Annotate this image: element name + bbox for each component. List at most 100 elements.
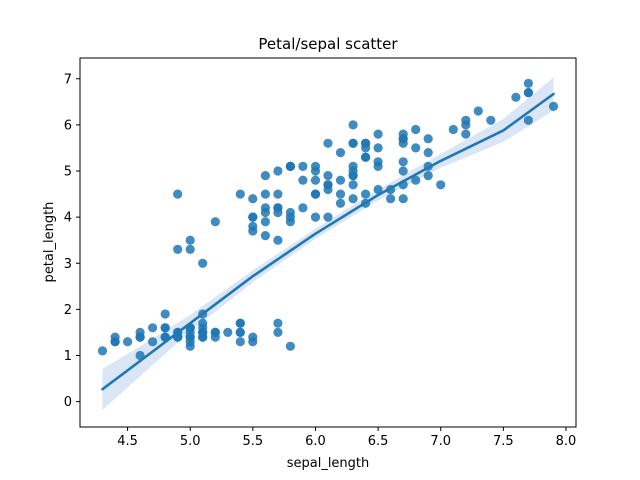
data-point bbox=[361, 189, 371, 199]
x-tick-label: 4.5 bbox=[117, 434, 138, 449]
data-point bbox=[398, 194, 408, 204]
data-point bbox=[411, 175, 421, 185]
data-point bbox=[398, 134, 408, 144]
x-tick-label: 5.0 bbox=[180, 434, 201, 449]
data-point bbox=[260, 171, 270, 181]
data-point bbox=[110, 337, 120, 347]
data-point bbox=[310, 175, 321, 185]
data-point bbox=[348, 120, 358, 130]
data-point bbox=[248, 212, 258, 222]
y-tick-label: 6 bbox=[64, 118, 72, 133]
data-point bbox=[373, 143, 383, 153]
data-point bbox=[323, 171, 333, 181]
data-point bbox=[335, 198, 346, 208]
data-point bbox=[423, 134, 433, 144]
data-point bbox=[223, 327, 233, 337]
data-point bbox=[511, 92, 521, 102]
data-point bbox=[323, 184, 333, 195]
data-point bbox=[298, 203, 308, 213]
y-tick-label: 5 bbox=[64, 165, 72, 180]
data-point bbox=[248, 226, 258, 236]
plot-frame bbox=[79, 57, 577, 428]
x-axis: 4.5 5.0 5.5 6.0 6.5 7.0 7.5 8.0 bbox=[117, 427, 576, 449]
data-point bbox=[235, 337, 245, 347]
data-point bbox=[348, 138, 358, 148]
data-point bbox=[248, 194, 258, 204]
data-point bbox=[173, 189, 183, 199]
data-point bbox=[298, 161, 308, 171]
data-point bbox=[310, 212, 321, 222]
data-point bbox=[348, 180, 358, 190]
data-point bbox=[185, 244, 195, 254]
y-tick-label: 2 bbox=[64, 303, 72, 318]
data-point bbox=[373, 129, 383, 139]
data-point bbox=[373, 184, 383, 195]
chart-title: Petal/sepal scatter bbox=[258, 35, 398, 53]
data-point bbox=[173, 244, 183, 254]
data-point bbox=[486, 115, 496, 125]
data-point bbox=[148, 323, 158, 333]
data-point bbox=[260, 189, 270, 199]
x-tick-label: 6.0 bbox=[305, 434, 326, 449]
data-point bbox=[423, 171, 433, 181]
data-point bbox=[335, 148, 346, 158]
data-point bbox=[523, 78, 534, 88]
y-tick-label: 1 bbox=[64, 349, 72, 364]
data-point bbox=[548, 101, 559, 111]
y-tick-label: 0 bbox=[64, 395, 72, 410]
y-tick-label: 4 bbox=[64, 211, 72, 226]
data-point bbox=[461, 129, 471, 139]
data-point bbox=[323, 138, 333, 148]
data-point bbox=[298, 175, 308, 185]
x-tick-label: 6.5 bbox=[368, 434, 389, 449]
data-point bbox=[135, 332, 145, 342]
data-point bbox=[335, 175, 346, 185]
y-axis: 0 1 2 3 4 5 6 7 bbox=[64, 72, 80, 410]
data-point bbox=[361, 152, 371, 162]
y-tick-label: 3 bbox=[64, 257, 72, 272]
data-point bbox=[260, 231, 270, 241]
data-point bbox=[323, 212, 333, 222]
data-point bbox=[148, 337, 158, 347]
data-point bbox=[285, 161, 295, 171]
data-point bbox=[523, 88, 534, 98]
data-point bbox=[473, 106, 483, 116]
data-point bbox=[398, 166, 408, 176]
data-point bbox=[273, 327, 283, 337]
regression-line bbox=[101, 92, 555, 391]
data-point bbox=[248, 337, 258, 347]
data-point bbox=[361, 143, 371, 153]
data-point bbox=[461, 120, 471, 130]
data-point bbox=[160, 323, 170, 333]
data-point bbox=[335, 189, 346, 199]
y-axis-label: petal_length bbox=[42, 202, 57, 283]
data-point bbox=[411, 143, 421, 153]
data-point bbox=[97, 346, 108, 356]
data-point bbox=[198, 258, 208, 268]
x-tick-label: 7.0 bbox=[430, 434, 451, 449]
data-point bbox=[273, 318, 283, 328]
x-tick-label: 5.5 bbox=[243, 434, 264, 449]
data-point bbox=[273, 235, 283, 245]
x-tick-label: 7.5 bbox=[493, 434, 514, 449]
data-point bbox=[436, 180, 446, 190]
data-point bbox=[185, 235, 195, 245]
data-point bbox=[310, 166, 321, 176]
x-tick-label: 8.0 bbox=[556, 434, 577, 449]
data-point bbox=[398, 157, 408, 167]
data-point bbox=[348, 194, 358, 204]
data-point bbox=[348, 166, 358, 176]
data-point bbox=[260, 203, 270, 213]
data-point bbox=[373, 157, 383, 167]
data-point bbox=[210, 327, 220, 337]
data-point bbox=[185, 332, 195, 342]
data-point bbox=[423, 148, 433, 158]
data-point bbox=[310, 189, 321, 199]
data-point bbox=[523, 115, 534, 125]
data-point bbox=[235, 189, 245, 199]
data-points-layer bbox=[97, 78, 559, 361]
data-point bbox=[235, 327, 245, 337]
data-point bbox=[273, 207, 283, 218]
